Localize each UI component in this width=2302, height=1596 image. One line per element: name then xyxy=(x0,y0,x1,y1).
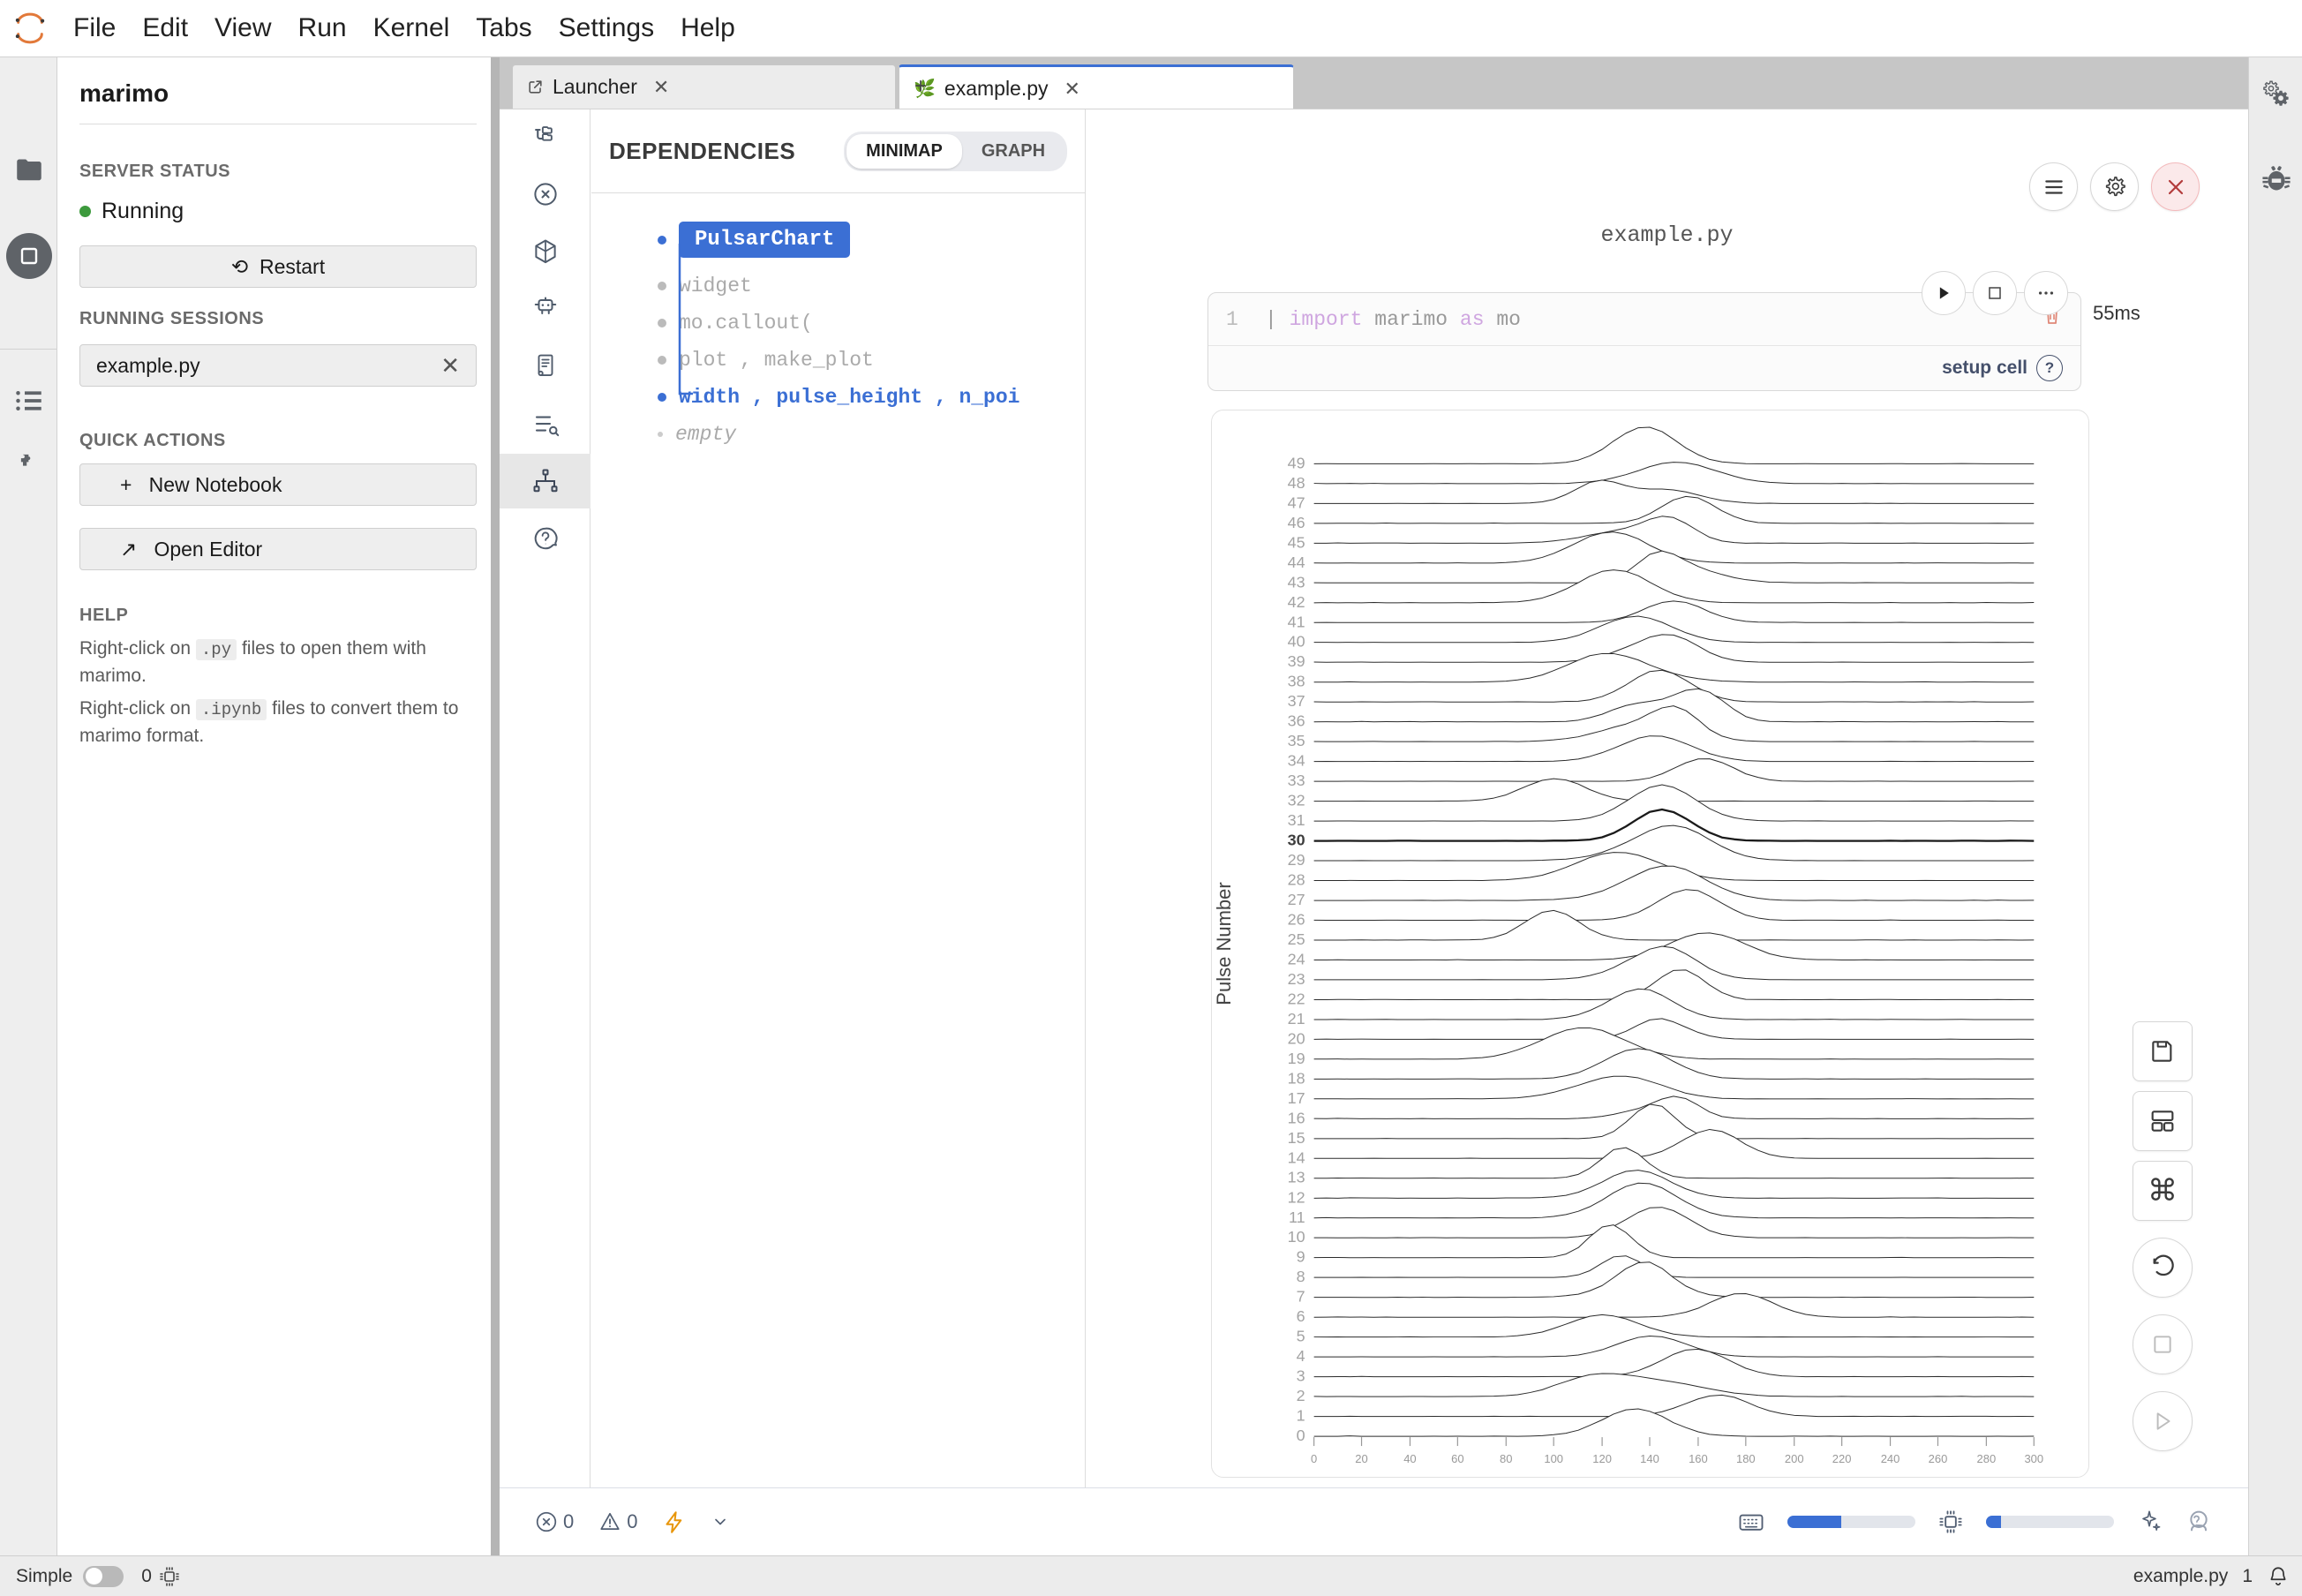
svg-text:80: 80 xyxy=(1500,1452,1512,1465)
svg-text:15: 15 xyxy=(1288,1129,1305,1147)
svg-text:140: 140 xyxy=(1640,1452,1659,1465)
svg-text:18: 18 xyxy=(1288,1069,1305,1087)
svg-text:21: 21 xyxy=(1288,1010,1305,1028)
svg-text:40: 40 xyxy=(1288,633,1305,651)
svg-text:41: 41 xyxy=(1288,613,1305,630)
svg-text:17: 17 xyxy=(1288,1089,1305,1107)
svg-text:7: 7 xyxy=(1297,1288,1305,1306)
svg-text:180: 180 xyxy=(1736,1452,1756,1465)
svg-text:240: 240 xyxy=(1881,1452,1900,1465)
svg-text:19: 19 xyxy=(1288,1050,1305,1067)
svg-text:25: 25 xyxy=(1288,930,1305,948)
svg-text:28: 28 xyxy=(1288,871,1305,889)
svg-text:26: 26 xyxy=(1288,911,1305,929)
svg-text:160: 160 xyxy=(1689,1452,1708,1465)
svg-text:36: 36 xyxy=(1288,712,1305,730)
svg-text:3: 3 xyxy=(1297,1367,1305,1385)
svg-text:120: 120 xyxy=(1592,1452,1612,1465)
svg-text:0: 0 xyxy=(1311,1452,1317,1465)
svg-text:45: 45 xyxy=(1288,533,1305,551)
svg-text:44: 44 xyxy=(1288,553,1305,571)
svg-text:13: 13 xyxy=(1288,1169,1305,1186)
svg-text:2: 2 xyxy=(1297,1387,1305,1404)
svg-text:200: 200 xyxy=(1785,1452,1804,1465)
svg-text:32: 32 xyxy=(1288,792,1305,809)
svg-text:35: 35 xyxy=(1288,732,1305,749)
svg-text:20: 20 xyxy=(1288,1029,1305,1047)
svg-text:5: 5 xyxy=(1297,1328,1305,1345)
svg-text:29: 29 xyxy=(1288,851,1305,869)
svg-text:23: 23 xyxy=(1288,970,1305,988)
svg-text:20: 20 xyxy=(1355,1452,1367,1465)
svg-text:49: 49 xyxy=(1288,454,1305,471)
svg-text:9: 9 xyxy=(1297,1248,1305,1266)
svg-text:39: 39 xyxy=(1288,652,1305,670)
svg-text:280: 280 xyxy=(1977,1452,1997,1465)
svg-text:16: 16 xyxy=(1288,1109,1305,1126)
svg-text:1: 1 xyxy=(1297,1407,1305,1425)
svg-text:6: 6 xyxy=(1297,1307,1305,1325)
svg-text:220: 220 xyxy=(1832,1452,1852,1465)
svg-text:0: 0 xyxy=(1297,1427,1305,1444)
svg-text:43: 43 xyxy=(1288,573,1305,591)
svg-text:38: 38 xyxy=(1288,673,1305,690)
svg-text:48: 48 xyxy=(1288,474,1305,492)
svg-text:100: 100 xyxy=(1544,1452,1563,1465)
svg-text:31: 31 xyxy=(1288,811,1305,829)
svg-text:47: 47 xyxy=(1288,493,1305,511)
svg-text:4: 4 xyxy=(1297,1347,1305,1365)
svg-text:37: 37 xyxy=(1288,692,1305,710)
svg-text:60: 60 xyxy=(1451,1452,1463,1465)
svg-text:11: 11 xyxy=(1289,1208,1305,1226)
svg-text:40: 40 xyxy=(1403,1452,1416,1465)
svg-text:14: 14 xyxy=(1288,1148,1305,1166)
svg-text:30: 30 xyxy=(1288,832,1305,849)
svg-text:46: 46 xyxy=(1288,514,1305,531)
svg-text:260: 260 xyxy=(1929,1452,1948,1465)
svg-text:42: 42 xyxy=(1288,593,1305,611)
svg-text:33: 33 xyxy=(1288,772,1305,789)
svg-text:10: 10 xyxy=(1288,1228,1305,1246)
svg-text:22: 22 xyxy=(1288,990,1305,1007)
svg-text:300: 300 xyxy=(2024,1452,2043,1465)
svg-text:8: 8 xyxy=(1297,1268,1305,1285)
svg-text:24: 24 xyxy=(1288,950,1305,967)
svg-text:12: 12 xyxy=(1288,1188,1305,1206)
svg-text:27: 27 xyxy=(1288,891,1305,908)
svg-text:34: 34 xyxy=(1288,752,1305,770)
